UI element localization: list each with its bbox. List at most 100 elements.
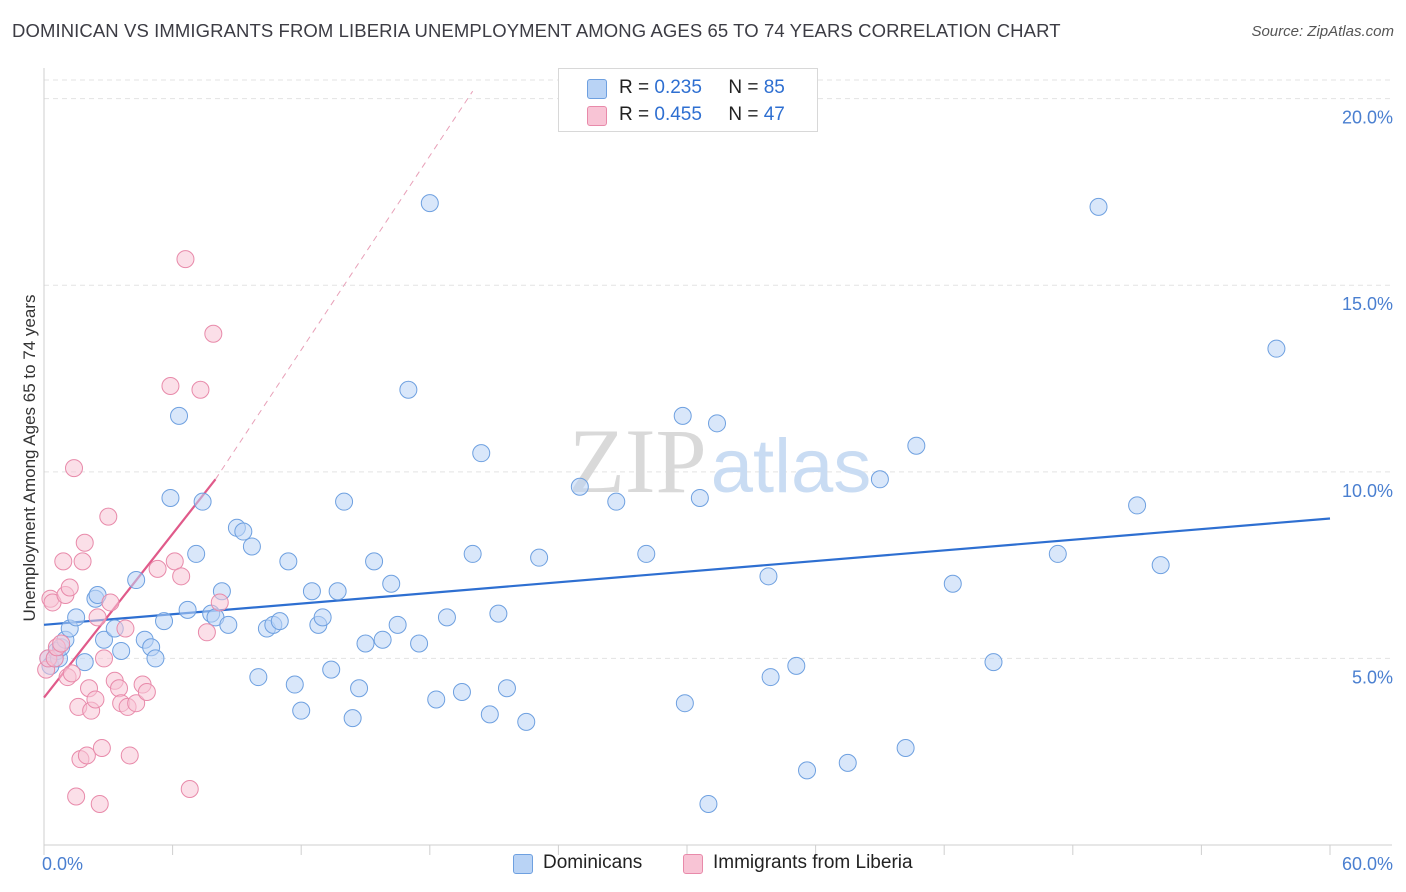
liberia-point (137, 683, 156, 701)
dominicans-point (302, 582, 321, 601)
dominicans-point (463, 544, 482, 563)
liberia-point (176, 250, 195, 269)
dominicans-point (1151, 556, 1170, 575)
y-tick-label: 20.0% (1342, 108, 1393, 128)
dominicans-point (690, 488, 709, 507)
dominicans-point (219, 615, 238, 634)
liberia-point (77, 746, 96, 765)
liberia-point (67, 787, 86, 806)
trend-lines (43, 90, 1331, 699)
r-label: R = (619, 77, 650, 98)
liberia-point (197, 623, 216, 642)
liberia-point (116, 619, 135, 638)
dominicans-point (322, 660, 341, 679)
dominicans-point (335, 492, 354, 511)
watermark-zip: ZIP (569, 410, 707, 512)
liberia-point (101, 593, 120, 612)
liberia-point (148, 559, 167, 578)
r-value-dominicans: 0.235 (654, 77, 702, 98)
x-tick-label-max: 60.0% (1342, 854, 1393, 874)
dominicans-point (343, 709, 362, 728)
dominicans-point (399, 380, 418, 399)
dominicans-point (112, 641, 131, 660)
dominicans-point (517, 712, 536, 731)
liberia-point (191, 380, 210, 399)
dominicans-point (472, 444, 491, 463)
dominicans-point (382, 574, 401, 593)
dominicans-point (67, 608, 86, 627)
dominicans-point (838, 753, 857, 772)
liberia-point (92, 738, 111, 757)
liberia-point (62, 664, 81, 683)
data-points (37, 194, 1286, 813)
y-tick-label: 15.0% (1342, 294, 1393, 314)
dominicans-point (127, 571, 146, 590)
liberia-point (88, 608, 107, 627)
dominicans-point (187, 544, 206, 563)
dominicans-point (1089, 197, 1108, 216)
correlation-legend: R = 0.235 N = 85 R = 0.455 N = 47 (558, 68, 818, 132)
dominicans-point (373, 630, 392, 649)
dominicans-point (798, 761, 817, 780)
dominicans-point (530, 548, 549, 567)
dominicans-point (761, 668, 780, 687)
r-label: R = (619, 104, 650, 125)
liberia-point (73, 552, 92, 571)
axes (43, 68, 1392, 855)
source-label: Source: ZipAtlas.com (1251, 23, 1394, 40)
dominicans-point (285, 675, 304, 694)
dominicans-point (161, 488, 180, 507)
dominicans-point (178, 600, 197, 619)
dominicans-point (292, 701, 311, 720)
chart-title: DOMINICAN VS IMMIGRANTS FROM LIBERIA UNE… (12, 20, 1061, 41)
y-tick-label: 10.0% (1342, 481, 1393, 501)
n-value-liberia: 47 (763, 104, 785, 125)
dominicans-point (708, 414, 727, 433)
liberia-point (172, 567, 191, 586)
dominicans-point (984, 653, 1003, 672)
dominicans-point (1267, 339, 1286, 358)
dominicans-point (673, 406, 692, 425)
dominicans-point (313, 608, 332, 627)
dominicans-point (420, 194, 439, 213)
liberia-point (180, 780, 199, 799)
liberia-point (75, 533, 94, 552)
liberia-point (161, 377, 180, 395)
dominicans-point (489, 604, 508, 623)
dominicans-point (146, 649, 165, 668)
dominicans-point (270, 612, 289, 631)
dominicans-legend-label: Dominicans (543, 852, 643, 873)
dominicans-legend-swatch (513, 854, 533, 874)
dominicans-point (452, 683, 471, 701)
dominicans-point (388, 615, 407, 634)
dominicans-point (155, 612, 174, 631)
dominicans-point (1128, 496, 1147, 515)
dominicans-point (410, 634, 429, 653)
liberia-point (165, 552, 184, 571)
liberia-swatch (587, 106, 607, 126)
liberia-point (204, 324, 223, 343)
liberia-point (127, 694, 146, 713)
dominicans-point (570, 477, 589, 496)
grid-lines (44, 79, 1392, 659)
liberia-legend-label: Immigrants from Liberia (713, 852, 913, 873)
liberia-point (110, 679, 129, 698)
watermark-atlas: atlas (711, 424, 872, 509)
dominicans-point (234, 522, 253, 541)
liberia-point (95, 649, 114, 668)
liberia-point (65, 459, 84, 478)
liberia-point (210, 593, 229, 612)
liberia-point (60, 578, 79, 597)
dominicans-point (675, 694, 694, 713)
dominicans-point (699, 794, 718, 813)
dominicans-point (870, 470, 889, 489)
dominicans-point (193, 492, 212, 511)
r-value-liberia: 0.455 (654, 104, 702, 125)
liberia-trend-extension (215, 90, 474, 480)
dominicans-point (607, 492, 626, 511)
dominicans-point (907, 436, 926, 455)
dominicans-point (75, 653, 94, 672)
liberia-point (99, 507, 118, 526)
liberia-point (86, 690, 105, 709)
liberia-point (54, 552, 73, 571)
